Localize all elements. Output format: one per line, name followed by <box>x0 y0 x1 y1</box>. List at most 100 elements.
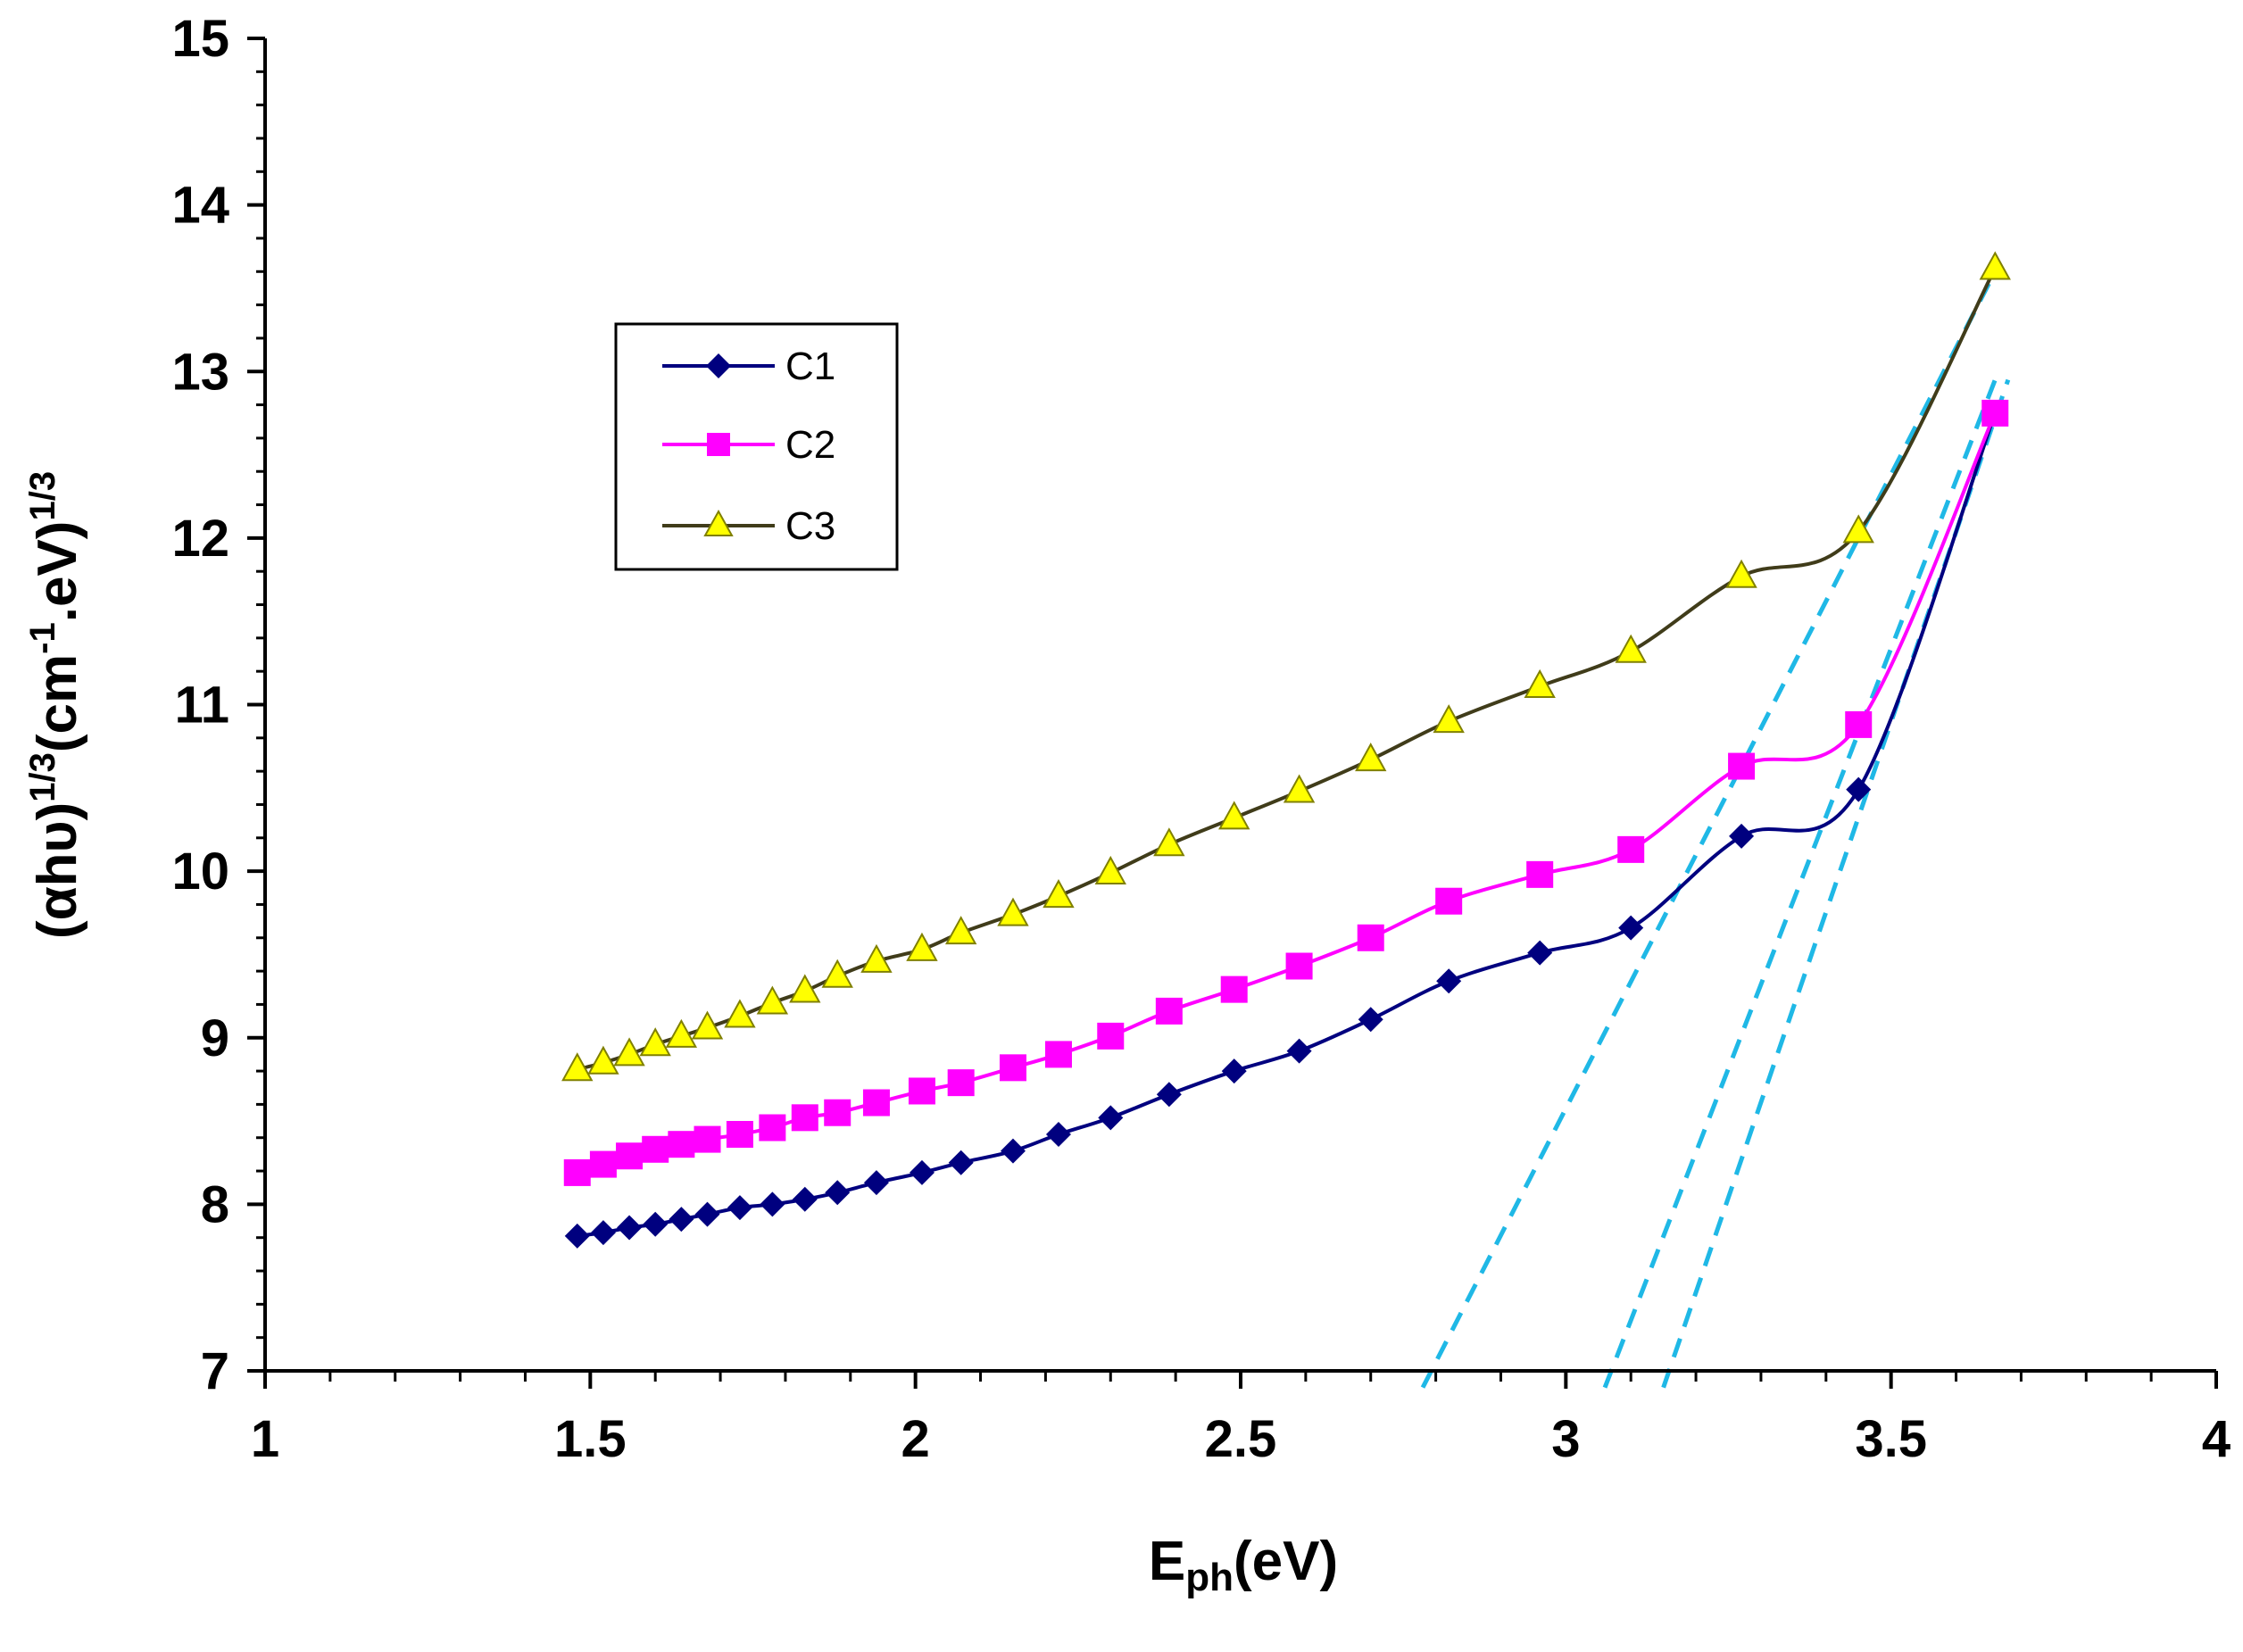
data-point-c1 <box>1729 823 1755 849</box>
y-tick-label: 15 <box>171 10 229 68</box>
data-point-c2 <box>1845 710 1873 738</box>
data-point-c3 <box>860 943 893 973</box>
data-point-c1 <box>643 1211 669 1237</box>
legend-label-c2: C2 <box>785 423 835 467</box>
data-point-c1 <box>825 1180 851 1206</box>
data-point-c2 <box>947 1069 975 1097</box>
data-point-c1 <box>694 1201 720 1227</box>
data-point-c1 <box>727 1195 752 1221</box>
data-point-c3 <box>1043 879 1075 909</box>
data-point-c1 <box>948 1150 974 1175</box>
series-group <box>561 251 2011 1249</box>
data-point-c2 <box>1220 975 1248 1003</box>
fit-line-3 <box>1661 378 2011 1389</box>
data-point-c3 <box>561 1052 594 1082</box>
data-point-c1 <box>1358 1007 1383 1033</box>
data-point-c3 <box>906 932 938 961</box>
data-point-c1 <box>863 1170 889 1196</box>
data-point-c3 <box>665 1018 698 1048</box>
data-point-c2 <box>1728 752 1756 780</box>
data-point-c3 <box>691 1010 724 1040</box>
data-point-c1 <box>1618 915 1644 941</box>
data-point-c1 <box>1527 940 1553 966</box>
data-point-c1 <box>1000 1138 1026 1164</box>
series-c1 <box>564 400 2008 1249</box>
x-tick-label: 1 <box>251 1410 279 1468</box>
data-point-c2 <box>642 1135 669 1163</box>
data-point-c2 <box>726 1120 753 1148</box>
data-point-c3 <box>1094 855 1126 884</box>
data-point-c3 <box>1355 743 1387 772</box>
data-point-c1 <box>669 1207 694 1233</box>
data-point-c2 <box>589 1150 617 1178</box>
data-point-c2 <box>563 1158 591 1186</box>
y-tick-label: 10 <box>171 843 229 901</box>
y-axis-title: (αhυ)1/3(cm-1.eV)1/3 <box>23 471 88 939</box>
data-point-c3 <box>1218 801 1250 830</box>
data-point-c1 <box>792 1186 818 1212</box>
data-point-c3 <box>724 999 756 1028</box>
data-point-c3 <box>997 897 1029 926</box>
data-point-c2 <box>908 1077 935 1105</box>
legend-marker-c1 <box>706 353 731 378</box>
data-point-c2 <box>1357 924 1384 951</box>
data-point-c1 <box>617 1215 643 1241</box>
data-point-c2 <box>862 1089 890 1117</box>
data-point-c3 <box>789 974 821 1003</box>
legend-label-c1: C1 <box>785 345 835 388</box>
legend-marker-c3 <box>703 509 734 536</box>
data-point-c2 <box>1981 399 2009 427</box>
y-tick-label: 13 <box>171 343 229 401</box>
data-point-c2 <box>759 1114 786 1141</box>
legend-item-c3: C3 <box>662 504 835 548</box>
data-point-c3 <box>821 959 853 988</box>
data-point-c1 <box>1286 1038 1312 1064</box>
x-tick-label: 3 <box>1551 1410 1580 1468</box>
data-point-c2 <box>999 1054 1026 1082</box>
y-tick-label: 12 <box>171 510 229 568</box>
series-c3 <box>561 251 2011 1082</box>
data-point-c2 <box>1155 997 1183 1025</box>
y-tick-label: 8 <box>201 1175 229 1233</box>
data-point-c3 <box>613 1037 645 1067</box>
data-point-c2 <box>668 1131 695 1158</box>
data-point-c2 <box>1617 835 1645 863</box>
x-tick-label: 4 <box>2202 1410 2231 1468</box>
data-point-c1 <box>1436 968 1462 994</box>
data-point-c3 <box>756 985 789 1015</box>
data-point-c1 <box>760 1191 785 1217</box>
x-tick-label: 1.5 <box>554 1410 627 1468</box>
data-point-c3 <box>1283 774 1316 803</box>
legend-box <box>614 322 899 571</box>
legend-item-c1: C1 <box>662 345 835 388</box>
data-point-c1 <box>1098 1105 1124 1131</box>
x-axis-title: Eph(eV) <box>1149 1531 1338 1599</box>
legend: C1 C2 C3 <box>614 322 899 571</box>
x-tick-label: 2.5 <box>1205 1410 1277 1468</box>
data-point-c2 <box>616 1142 644 1170</box>
legend-label-c3: C3 <box>785 504 835 548</box>
data-point-c1 <box>1045 1121 1071 1147</box>
data-point-c2 <box>1097 1022 1125 1050</box>
data-point-c3 <box>1842 514 1874 544</box>
data-point-c3 <box>1153 827 1185 857</box>
data-point-c1 <box>564 1223 590 1249</box>
data-point-c3 <box>1433 704 1465 734</box>
data-point-c1 <box>1221 1058 1247 1084</box>
data-point-c3 <box>1725 559 1757 588</box>
legend-item-c2: C2 <box>662 423 835 467</box>
data-point-c2 <box>1285 952 1313 980</box>
fit-lines <box>1420 270 2011 1389</box>
data-point-c3 <box>1524 668 1556 698</box>
data-point-c1 <box>1846 776 1872 802</box>
data-point-c3 <box>587 1045 619 1075</box>
y-tick-label: 14 <box>171 177 229 235</box>
axes: 7 8 9 10 11 12 13 14 15 1 1.5 2 2.5 3 3.5 4 <box>171 10 2231 1468</box>
data-point-c1 <box>1156 1082 1182 1108</box>
data-point-c1 <box>590 1220 616 1246</box>
fit-line-2 <box>1602 378 1998 1389</box>
data-point-c2 <box>1526 860 1554 888</box>
data-point-c2 <box>824 1099 852 1126</box>
data-point-c2 <box>791 1104 818 1132</box>
